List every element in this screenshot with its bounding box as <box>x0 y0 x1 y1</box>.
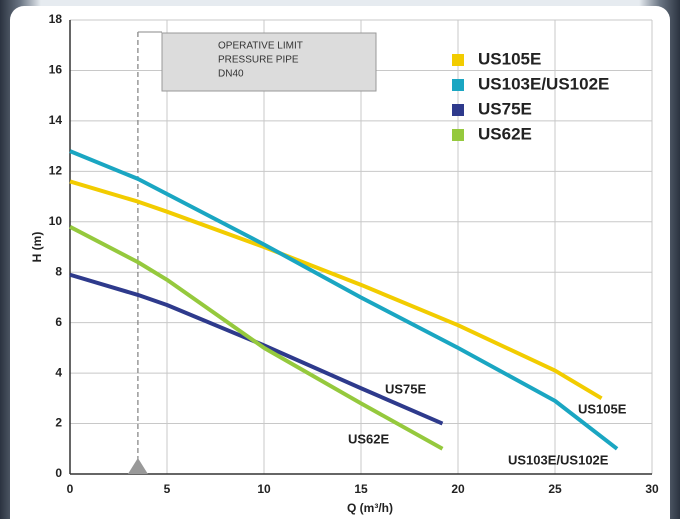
legend-label: US62E <box>478 124 532 143</box>
x-tick-label: 20 <box>451 482 465 496</box>
series-end-label: US75E <box>385 381 427 396</box>
series-line <box>69 149 619 451</box>
x-tick-label: 25 <box>548 482 562 496</box>
annotation-text: DN40 <box>218 69 244 80</box>
x-tick-label: 5 <box>164 482 171 496</box>
series-line <box>69 272 444 426</box>
y-tick-label: 14 <box>49 113 63 127</box>
y-tick-label: 18 <box>49 12 63 26</box>
legend-label: US103E/US102E <box>478 74 609 93</box>
series-end-label: US62E <box>348 431 390 446</box>
y-tick-label: 16 <box>49 63 63 77</box>
annotation-text: PRESSURE PIPE <box>218 55 299 66</box>
series-end-label: US103E/US102E <box>508 452 609 467</box>
series-line <box>69 225 444 451</box>
x-tick-label: 15 <box>354 482 368 496</box>
x-tick-label: 10 <box>257 482 271 496</box>
series-line <box>69 179 603 401</box>
panel <box>10 6 670 519</box>
legend-swatch <box>452 54 464 66</box>
x-axis-label: Q (m³/h) <box>347 501 393 515</box>
series-end-label: US105E <box>578 401 627 416</box>
y-axis-label: H (m) <box>30 232 44 263</box>
legend-swatch <box>452 79 464 91</box>
x-tick-label: 0 <box>67 482 74 496</box>
y-tick-label: 10 <box>49 214 63 228</box>
legend-label: US75E <box>478 99 532 118</box>
annotation-text: OPERATIVE LIMIT <box>218 41 303 52</box>
y-tick-label: 8 <box>55 264 62 278</box>
x-tick-label: 30 <box>645 482 659 496</box>
y-tick-label: 6 <box>55 315 62 329</box>
legend-swatch <box>452 104 464 116</box>
y-tick-label: 4 <box>55 365 62 379</box>
y-tick-label: 2 <box>55 416 62 430</box>
legend-label: US105E <box>478 49 541 68</box>
legend-swatch <box>452 129 464 141</box>
reference-marker <box>127 458 148 474</box>
y-tick-label: 0 <box>55 466 62 480</box>
annotation-box <box>161 32 377 92</box>
y-tick-label: 12 <box>49 164 63 178</box>
